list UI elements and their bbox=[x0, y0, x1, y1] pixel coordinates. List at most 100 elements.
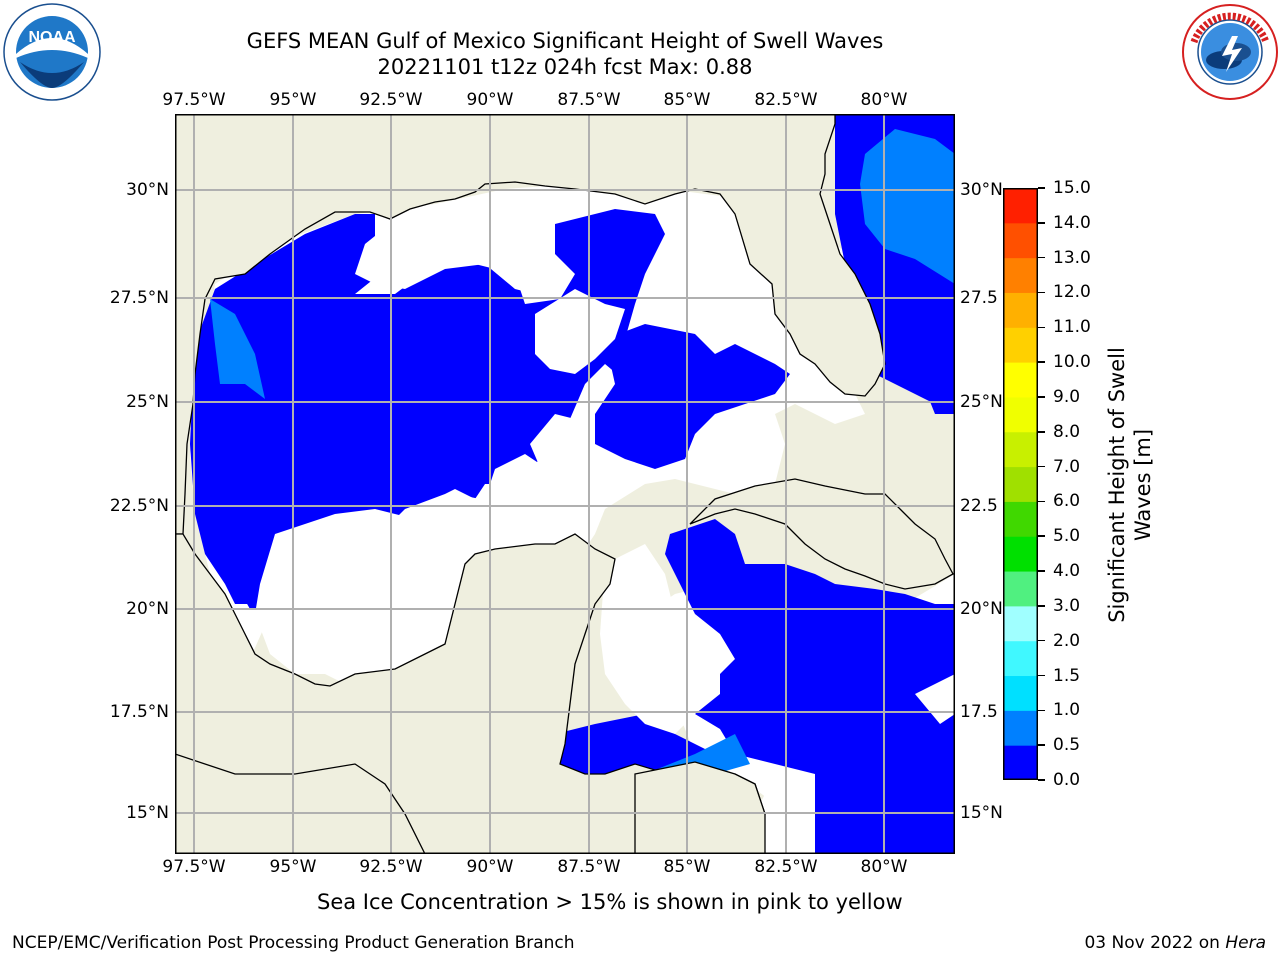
lon-label-top: 97.5°W bbox=[162, 90, 226, 110]
colorbar-segment bbox=[1003, 362, 1038, 398]
colorbar-segment bbox=[1003, 396, 1038, 433]
lat-label-left: 27.5°N bbox=[109, 288, 169, 308]
map-gridlines bbox=[175, 114, 955, 854]
lon-label-bottom: 95°W bbox=[269, 857, 317, 877]
lat-label-left: 25°N bbox=[126, 392, 169, 412]
colorbar-label-line1: Significant Height of Swell bbox=[1105, 347, 1129, 623]
swell-height-map[interactable] bbox=[175, 114, 955, 854]
lon-label-bottom: 92.5°W bbox=[359, 857, 423, 877]
lon-label-bottom: 80°W bbox=[860, 857, 908, 877]
lat-label-right: 22.5 bbox=[960, 496, 998, 516]
colorbar-tick-mark bbox=[1038, 465, 1045, 468]
lat-label-right: 30°N bbox=[960, 180, 1003, 200]
chart-subtitle: 20221101 t12z 024h fcst Max: 0.88 bbox=[377, 55, 753, 79]
colorbar-tick-label: 10.0 bbox=[1053, 352, 1091, 373]
colorbar-tick-label: 7.0 bbox=[1053, 456, 1081, 477]
colorbar-tick-mark bbox=[1038, 744, 1045, 746]
colorbar-segment bbox=[1003, 640, 1038, 677]
colorbar-tick-label: 5.0 bbox=[1053, 526, 1081, 547]
colorbar-segment bbox=[1003, 327, 1038, 363]
lat-label-left: 15°N bbox=[126, 803, 169, 823]
colorbar-tick-label: 12.0 bbox=[1053, 282, 1091, 303]
colorbar-tick-label: 6.0 bbox=[1053, 491, 1081, 512]
lon-label-bottom: 87.5°W bbox=[557, 857, 621, 877]
colorbar-segment bbox=[1003, 571, 1038, 607]
colorbar-tick-mark bbox=[1038, 709, 1045, 712]
lon-label-bottom: 97.5°W bbox=[162, 857, 226, 877]
footer-host: Hera bbox=[1225, 933, 1266, 953]
ocean-white bbox=[600, 544, 720, 734]
colorbar-tick-label: 2.0 bbox=[1053, 630, 1081, 651]
colorbar-tick-label: 8.0 bbox=[1053, 421, 1081, 442]
colorbar-tick-mark bbox=[1038, 674, 1045, 677]
colorbar-tick-mark bbox=[1038, 187, 1045, 189]
colorbar-tick-label: 14.0 bbox=[1053, 212, 1091, 233]
map-frame bbox=[175, 114, 955, 854]
colorbar-tick-label: 1.5 bbox=[1053, 665, 1081, 686]
swell-mid-region bbox=[645, 734, 750, 774]
land-honduras bbox=[634, 761, 766, 854]
colorbar-segment bbox=[1003, 710, 1038, 746]
colorbar-tick-mark bbox=[1038, 361, 1045, 363]
lat-label-left: 30°N bbox=[126, 180, 169, 200]
colorbar-tick-mark bbox=[1038, 639, 1045, 642]
colorbar-tick-mark bbox=[1038, 222, 1045, 224]
colorbar-segment bbox=[1003, 222, 1038, 259]
colorbar-label: Significant Height of Swell Waves [m] bbox=[1104, 347, 1156, 623]
colorbar-tick-label: 3.0 bbox=[1053, 595, 1081, 616]
colorbar-segment bbox=[1003, 431, 1038, 468]
colorbar-tick-mark bbox=[1038, 431, 1045, 433]
swell-mid-region bbox=[210, 299, 265, 399]
colorbar-tick-mark bbox=[1038, 605, 1045, 607]
lon-label-bottom: 90°W bbox=[466, 857, 514, 877]
colorbar-frame bbox=[1003, 188, 1038, 780]
colorbar-tick-mark bbox=[1038, 256, 1045, 259]
chart-title: GEFS MEAN Gulf of Mexico Significant Hei… bbox=[246, 29, 884, 53]
lon-label-top: 80°W bbox=[860, 90, 908, 110]
ocean-white bbox=[535, 289, 625, 374]
colorbar-tick-mark bbox=[1038, 779, 1045, 781]
lat-label-left: 20°N bbox=[126, 599, 169, 619]
ocean-white bbox=[355, 224, 550, 294]
lon-label-bottom: 82.5°W bbox=[754, 857, 818, 877]
ocean-white bbox=[530, 414, 585, 479]
colorbar-segment bbox=[1003, 188, 1038, 224]
lon-label-top: 95°W bbox=[269, 90, 317, 110]
footer-date-text: 03 Nov 2022 on bbox=[1084, 933, 1226, 953]
svg-text:NOAA: NOAA bbox=[28, 29, 76, 46]
colorbar-tick-mark bbox=[1038, 291, 1045, 294]
sea-ice-note: Sea Ice Concentration > 15% is shown in … bbox=[317, 890, 903, 914]
colorbar-tick-label: 15.0 bbox=[1053, 178, 1091, 198]
colorbar-segment bbox=[1003, 292, 1038, 328]
lat-label-left: 17.5°N bbox=[109, 702, 169, 722]
colorbar-tick-label: 1.0 bbox=[1053, 700, 1081, 721]
nws-logo-icon bbox=[1182, 4, 1278, 100]
land-us-gulf-coast bbox=[175, 114, 886, 535]
colorbar-segment bbox=[1003, 675, 1038, 711]
footer-branch: NCEP/EMC/Verification Post Processing Pr… bbox=[12, 933, 575, 953]
lat-label-right: 20°N bbox=[960, 599, 1003, 619]
colorbar-tick-mark bbox=[1038, 326, 1045, 329]
colorbar-tick-label: 13.0 bbox=[1053, 247, 1091, 268]
colorbar bbox=[1003, 188, 1038, 780]
lon-label-top: 87.5°W bbox=[557, 90, 621, 110]
lon-label-top: 90°W bbox=[466, 90, 514, 110]
lat-label-right: 25°N bbox=[960, 392, 1003, 412]
colorbar-tick-label: 0.0 bbox=[1053, 770, 1081, 790]
colorbar-segment bbox=[1003, 745, 1038, 780]
colorbar-tick-mark bbox=[1038, 535, 1045, 537]
colorbar-tick-label: 4.0 bbox=[1053, 561, 1081, 582]
swell-blue-region bbox=[665, 519, 955, 854]
colorbar-segment bbox=[1003, 257, 1038, 293]
colorbar-segment bbox=[1003, 605, 1038, 642]
colorbar-label-line2: Waves [m] bbox=[1131, 428, 1155, 542]
lon-label-bottom: 85°W bbox=[663, 857, 711, 877]
swell-blue-region bbox=[595, 324, 790, 469]
lat-label-right: 27.5 bbox=[960, 288, 998, 308]
lon-label-top: 85°W bbox=[663, 90, 711, 110]
colorbar-segment bbox=[1003, 466, 1038, 502]
ocean-white bbox=[485, 454, 540, 509]
colorbar-tick-mark bbox=[1038, 396, 1045, 398]
land-central-america bbox=[175, 753, 426, 854]
lon-label-top: 82.5°W bbox=[754, 90, 818, 110]
